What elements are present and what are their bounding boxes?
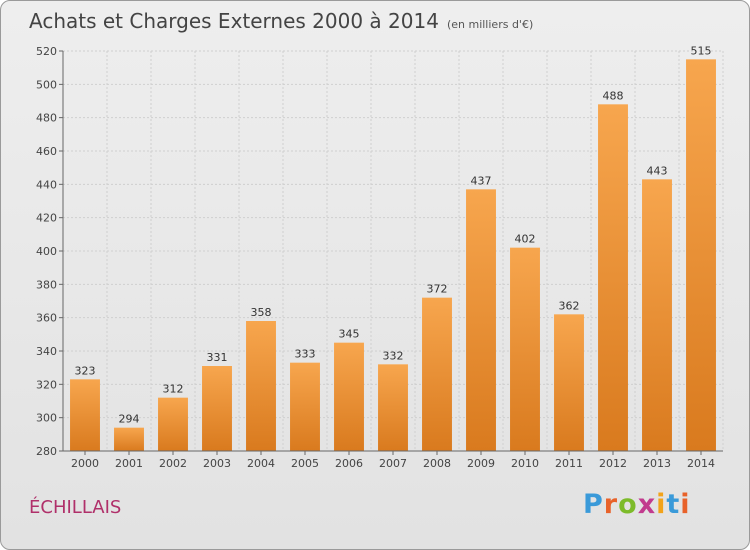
axes: 280 300 320 340 360 380 400 420 440 460 480 500 520 2… (36, 45, 723, 470)
data-label: 294 (119, 413, 140, 426)
logo-letter: i (680, 489, 691, 520)
data-label: 437 (471, 174, 492, 187)
bar-2002[interactable] (158, 397, 188, 451)
x-tick-label: 2004 (247, 457, 275, 470)
y-tick-label: 480 (36, 112, 57, 125)
logo-letter: r (603, 489, 619, 520)
bar-2001[interactable] (114, 427, 144, 451)
y-tick-label: 520 (36, 45, 57, 58)
y-tick-label: 360 (36, 312, 57, 325)
bar-2012[interactable] (598, 104, 628, 451)
y-tick-label: 340 (36, 345, 57, 358)
bar-2004[interactable] (246, 321, 276, 451)
bar-2013[interactable] (642, 179, 672, 452)
x-tick-label: 2001 (115, 457, 143, 470)
chart-title-text: Achats et Charges Externes 2000 à 2014 (29, 9, 439, 33)
logo-letter: i (656, 489, 667, 520)
bar-2003[interactable] (202, 366, 232, 451)
y-tick-label: 400 (36, 245, 57, 258)
x-tick-label: 2005 (291, 457, 319, 470)
bar-2007[interactable] (378, 364, 408, 451)
x-tick-label: 2008 (423, 457, 451, 470)
x-tick-label: 2011 (555, 457, 583, 470)
y-tick-label: 380 (36, 278, 57, 291)
bars: 323 294 312 331 358 333 345 332 372 437 402 362 488 4… (70, 44, 716, 452)
data-label: 312 (163, 383, 184, 396)
bar-2005[interactable] (290, 362, 320, 451)
data-label: 372 (427, 283, 448, 296)
commune-name: ÉCHILLAIS (29, 497, 122, 518)
data-label: 333 (295, 348, 316, 361)
data-label: 443 (647, 164, 668, 177)
x-tick-label: 2002 (159, 457, 187, 470)
x-tick-label: 2007 (379, 457, 407, 470)
x-tick-label: 2014 (687, 457, 715, 470)
proxiti-logo[interactable]: Proxiti (583, 489, 691, 520)
chart-title: Achats et Charges Externes 2000 à 2014 (e… (29, 9, 533, 33)
data-label: 488 (603, 89, 624, 102)
data-label: 515 (691, 44, 712, 57)
bar-2011[interactable] (554, 314, 584, 451)
x-tick-label: 2006 (335, 457, 363, 470)
y-tick-label: 320 (36, 378, 57, 391)
bar-2009[interactable] (466, 189, 496, 452)
y-tick-label: 420 (36, 212, 57, 225)
data-label: 358 (251, 306, 272, 319)
data-label: 331 (207, 351, 228, 364)
data-label: 323 (75, 364, 96, 377)
y-tick-label: 300 (36, 412, 57, 425)
x-tick-label: 2013 (643, 457, 671, 470)
y-tick-label: 280 (36, 445, 57, 458)
data-label: 402 (515, 233, 536, 246)
y-tick-label: 460 (36, 145, 57, 158)
logo-letter: x (637, 489, 657, 520)
chart-subtitle: (en milliers d'€) (446, 18, 534, 31)
logo-letter: P (583, 489, 604, 520)
data-label: 345 (339, 328, 360, 341)
data-label: 362 (559, 299, 580, 312)
data-label: 332 (383, 349, 404, 362)
bar-2014[interactable] (686, 59, 716, 451)
y-tick-label: 500 (36, 78, 57, 91)
bar-2010[interactable] (510, 247, 540, 451)
x-tick-label: 2000 (71, 457, 99, 470)
x-tick-label: 2003 (203, 457, 231, 470)
x-tick-label: 2012 (599, 457, 627, 470)
bar-2008[interactable] (422, 297, 452, 451)
logo-letter: o (618, 489, 638, 520)
logo-letter: t (666, 489, 681, 520)
x-tick-label: 2009 (467, 457, 495, 470)
x-tick-label: 2010 (511, 457, 539, 470)
bar-2006[interactable] (334, 342, 364, 451)
y-tick-label: 440 (36, 178, 57, 191)
bar-2000[interactable] (70, 379, 100, 451)
